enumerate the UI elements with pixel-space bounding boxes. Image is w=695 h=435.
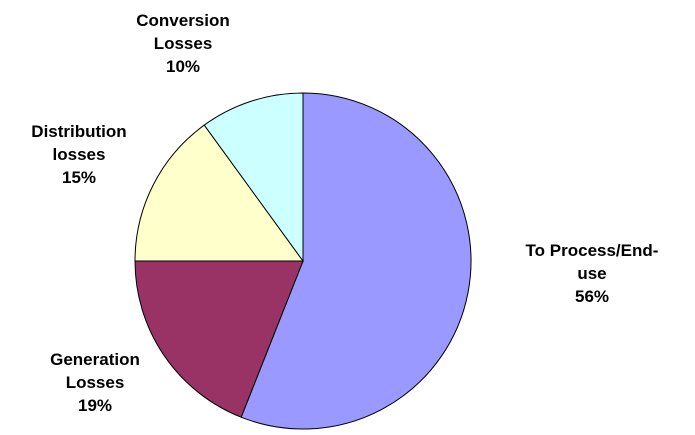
slice-name-line: Generation [50, 350, 140, 369]
slice-percent-label: 10% [166, 57, 200, 76]
slice-label-to-process-end-use: To Process/End-use 56% [526, 241, 659, 306]
pie-slice-conversion-losses [203, 92, 304, 263]
slice-percent-label: 56% [575, 287, 609, 306]
pie-slice-distribution-losses [134, 124, 304, 262]
slice-name-line: To Process/End- [526, 241, 659, 260]
slice-label-conversion-losses: Conversion Losses 10% [136, 11, 230, 76]
slice-name-line: Losses [154, 34, 213, 53]
slice-label-generation-losses: Generation Losses 19% [50, 350, 140, 415]
slice-percent-label: 15% [62, 168, 96, 187]
slice-name-line: Conversion [136, 11, 230, 30]
pie-slice-generation-losses [134, 260, 304, 418]
slice-name-line: use [577, 264, 606, 283]
slice-name-line: Losses [66, 373, 125, 392]
slices-layer [134, 92, 472, 430]
slice-percent-label: 19% [78, 396, 112, 415]
labels-layer: To Process/End-use 56% Generation Losses 19%… [31, 11, 658, 415]
slice-name-line: losses [53, 145, 106, 164]
slice-name-line: Distribution [31, 122, 126, 141]
slice-label-distribution-losses: Distribution losses 15% [31, 122, 126, 187]
pie-slice-to-process-end-use [240, 92, 472, 430]
